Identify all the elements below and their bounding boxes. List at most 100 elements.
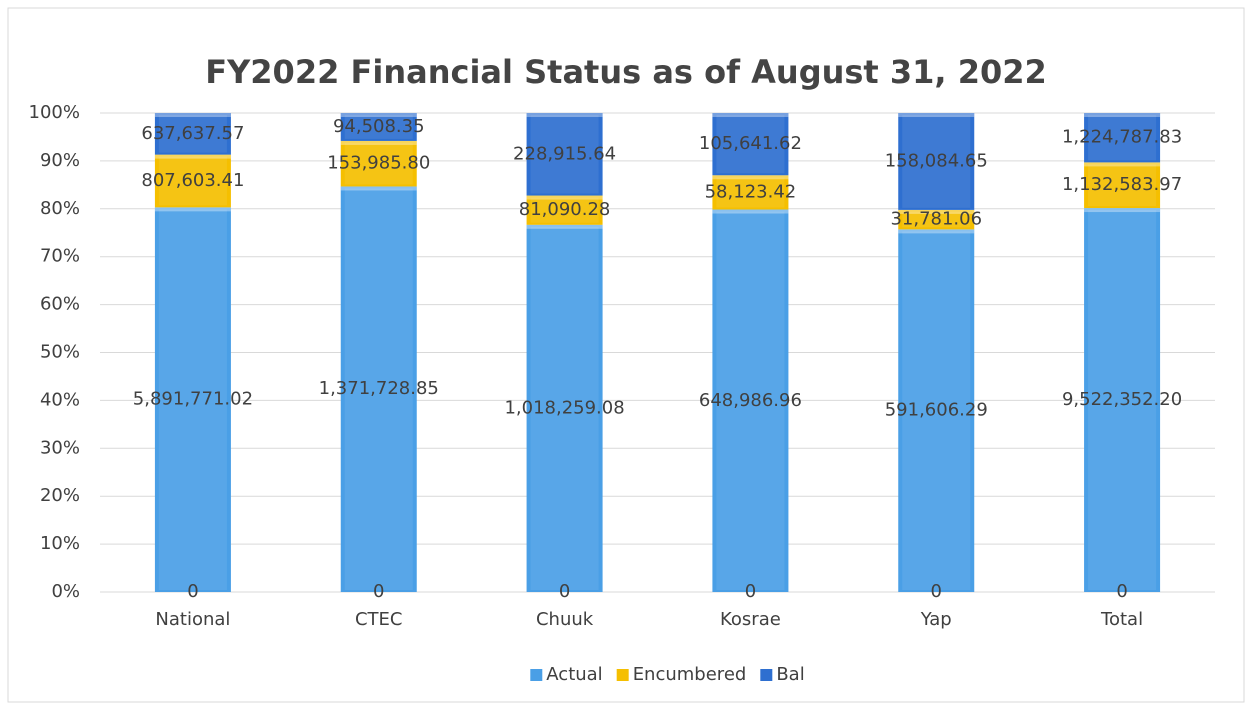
data-label: 94,508.35 (333, 116, 425, 137)
y-tick-label: 100% (29, 102, 80, 123)
data-label: 5,891,771.02 (133, 389, 253, 410)
data-label: 0 (931, 581, 942, 602)
legend-swatch (616, 669, 629, 681)
data-label: 1,371,728.85 (319, 378, 439, 399)
legend-swatch (530, 669, 543, 681)
bar-segment (1084, 113, 1161, 163)
data-label: 0 (745, 581, 756, 602)
x-tick-label: Total (1100, 609, 1143, 630)
bar-segment (526, 113, 603, 196)
bar-segment (1084, 208, 1161, 592)
x-tick-label: Chuuk (536, 609, 594, 630)
bar-shine (344, 188, 413, 590)
y-tick-label: 10% (40, 533, 80, 554)
data-label: 105,641.62 (699, 133, 802, 154)
bar-top-highlight (154, 113, 231, 117)
legend-label: Actual (546, 664, 602, 685)
data-label: 807,603.41 (141, 170, 244, 191)
data-label: 228,915.64 (513, 143, 616, 164)
bar-shine (158, 209, 227, 590)
bar-shine (344, 142, 413, 185)
bar-segment (340, 186, 417, 592)
bar-shine (716, 177, 785, 208)
bar-shine (530, 115, 599, 194)
data-label: 0 (187, 581, 198, 602)
bar-top-highlight (154, 154, 231, 159)
bar-top-highlight (340, 113, 417, 117)
bar-shine (1088, 164, 1157, 207)
bar-top-highlight (526, 113, 603, 117)
bar-top-highlight (1084, 113, 1161, 117)
bar-shine (902, 211, 971, 228)
data-label: 637,637.57 (141, 123, 244, 144)
bar-shine (1088, 210, 1157, 590)
bar-segment (712, 209, 789, 592)
data-label: 158,084.65 (885, 150, 988, 171)
legend: Actual Encumbered Bal (530, 664, 805, 685)
legend-label: Bal (776, 664, 804, 685)
bar-shine (530, 226, 599, 590)
data-label: 1,018,259.08 (504, 397, 624, 418)
data-label: 0 (373, 581, 384, 602)
x-tick-label: National (155, 609, 230, 630)
data-label: 31,781.06 (890, 209, 982, 230)
bar-segment (340, 140, 417, 187)
data-label: 591,606.29 (885, 400, 988, 421)
bar-segment (526, 195, 603, 225)
bar-top-highlight (1084, 208, 1161, 213)
bar-segment (712, 175, 789, 210)
legend-label: Encumbered (633, 664, 747, 685)
bar-segment (712, 113, 789, 176)
chart-title: FY2022 Financial Status as of August 31,… (205, 53, 1047, 91)
y-tick-label: 30% (40, 437, 80, 458)
bar-shine (158, 156, 227, 206)
data-label: 58,123.42 (705, 181, 797, 202)
data-label: 0 (1116, 581, 1127, 602)
bar-shine (530, 197, 599, 223)
bar-top-highlight (526, 224, 603, 229)
y-tick-label: 90% (40, 150, 80, 171)
legend-swatch (760, 669, 773, 681)
y-tick-label: 40% (40, 389, 80, 410)
bar-top-highlight (898, 229, 975, 234)
y-tick-label: 80% (40, 198, 80, 219)
bar-segment (898, 209, 975, 230)
bar-segment (154, 207, 231, 592)
bar-segment (1084, 162, 1161, 209)
y-tick-label: 70% (40, 246, 80, 267)
bar-segment (526, 224, 603, 592)
y-tick-label: 60% (40, 294, 80, 315)
bar-top-highlight (712, 175, 789, 180)
bar-shine (1088, 115, 1157, 161)
data-label: 81,090.28 (519, 199, 611, 220)
y-tick-label: 20% (40, 485, 80, 506)
bar-top-highlight (898, 113, 975, 117)
data-label: 9,522,352.20 (1062, 389, 1182, 410)
data-label: 153,985.80 (327, 153, 430, 174)
data-label: 1,132,583.97 (1062, 174, 1182, 195)
bar-top-highlight (898, 209, 975, 214)
bar-top-highlight (340, 186, 417, 191)
bar-shine (716, 211, 785, 590)
bar-segment (898, 229, 975, 593)
bar-shine (716, 115, 785, 174)
bar-segment (154, 113, 231, 155)
bar-top-highlight (526, 195, 603, 200)
bar-segment (340, 113, 417, 141)
bar-segment (898, 113, 975, 210)
bar-shine (902, 115, 971, 208)
bar-top-highlight (1084, 162, 1161, 167)
data-label: 1,224,787.83 (1062, 127, 1182, 148)
bar-shine (902, 231, 971, 591)
bar-segment (154, 154, 231, 208)
x-tick-label: CTEC (355, 609, 403, 630)
x-tick-label: Yap (920, 609, 952, 630)
bar-top-highlight (340, 140, 417, 145)
data-label: 0 (559, 581, 570, 602)
y-tick-label: 50% (40, 342, 80, 363)
bar-shine (158, 115, 227, 153)
y-tick-label: 0% (51, 581, 80, 602)
bar-shine (344, 115, 413, 139)
bar-top-highlight (154, 207, 231, 212)
